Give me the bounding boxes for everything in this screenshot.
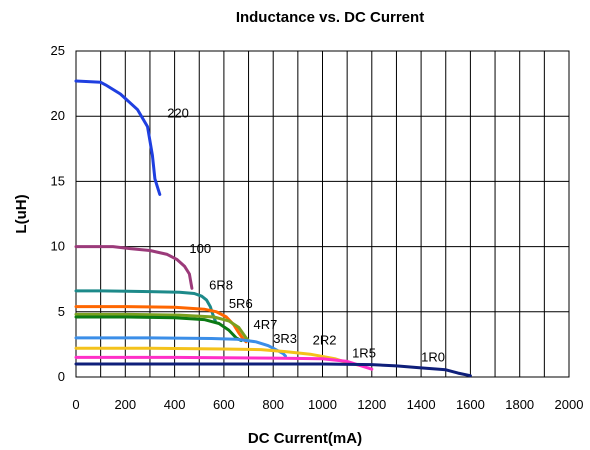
x-tick-label: 1600 bbox=[456, 397, 485, 412]
plot-frame bbox=[75, 50, 570, 378]
x-tick-label: 400 bbox=[164, 397, 186, 412]
y-tick-label: 15 bbox=[51, 173, 65, 188]
x-tick-label: 1800 bbox=[505, 397, 534, 412]
y-tick-label: 0 bbox=[58, 369, 65, 384]
y-tick-labels: 0 5 10 15 20 25 bbox=[51, 43, 65, 384]
x-tick-label: 800 bbox=[262, 397, 284, 412]
series-label-6r8: 6R8 bbox=[209, 278, 233, 293]
x-tick-label: 600 bbox=[213, 397, 235, 412]
series-label-1r5: 1R5 bbox=[352, 346, 376, 361]
series-label-220: 220 bbox=[167, 106, 189, 121]
x-tick-label: 1000 bbox=[308, 397, 337, 412]
series-line-220 bbox=[74, 79, 162, 196]
series-line-5r6 bbox=[74, 305, 248, 344]
x-tick-label: 1400 bbox=[407, 397, 436, 412]
y-tick-label: 10 bbox=[51, 239, 65, 254]
x-tick-label: 200 bbox=[114, 397, 136, 412]
x-tick-label: 1200 bbox=[357, 397, 386, 412]
y-tick-label: 25 bbox=[51, 43, 65, 58]
series-label-5r6: 5R6 bbox=[229, 296, 253, 311]
y-axis-label: L(uH) bbox=[13, 194, 30, 233]
series-line-100 bbox=[74, 245, 194, 290]
series-line-4r7 bbox=[74, 312, 250, 342]
chart-title: Inductance vs. DC Current bbox=[236, 9, 424, 26]
series-label-100: 100 bbox=[189, 241, 211, 256]
series-label-3r3: 3R3 bbox=[273, 331, 297, 346]
y-tick-label: 5 bbox=[58, 304, 65, 319]
series-label-1r0: 1R0 bbox=[421, 349, 445, 364]
series-group bbox=[74, 79, 472, 378]
x-tick-label: 0 bbox=[72, 397, 79, 412]
x-tick-labels: 0 200 400 600 800 1000 1200 1400 1600 1800 2000 bbox=[72, 397, 583, 412]
series-label-4r7: 4R7 bbox=[253, 317, 277, 332]
x-axis-label: DC Current(mA) bbox=[248, 430, 362, 447]
series-label-2r2: 2R2 bbox=[313, 332, 337, 347]
plot-grid bbox=[75, 50, 570, 378]
y-tick-label: 20 bbox=[51, 108, 65, 123]
series-line-4r7 bbox=[74, 315, 243, 342]
x-tick-label: 2000 bbox=[555, 397, 584, 412]
series-line-1r0 bbox=[74, 362, 472, 378]
